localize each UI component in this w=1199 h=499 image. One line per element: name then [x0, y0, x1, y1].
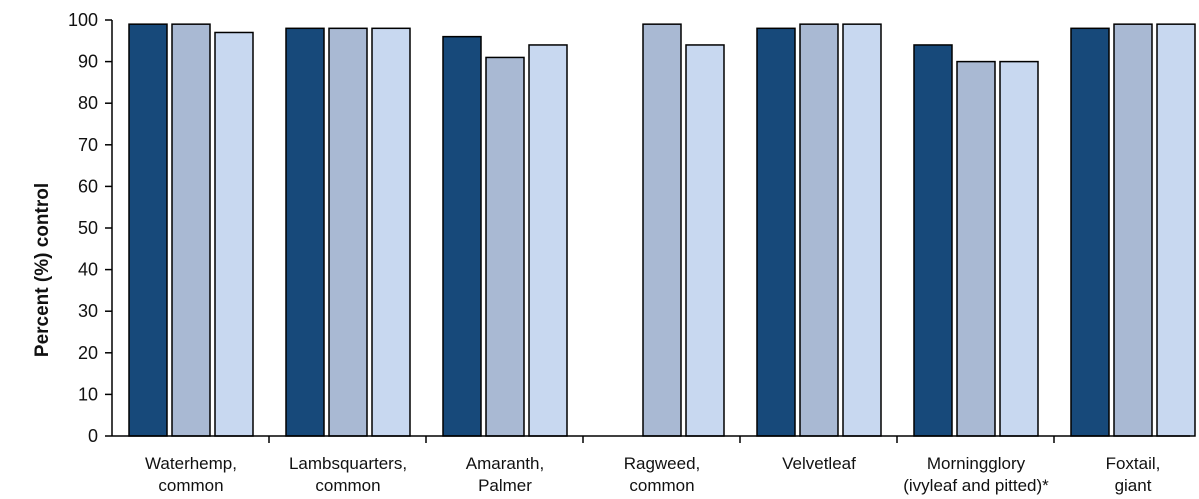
x-tick-label: Lambsquarters, common — [289, 454, 407, 495]
x-tick-label: Ragweed, common — [624, 454, 701, 495]
bar — [442, 35, 482, 437]
y-tick-label: 100 — [68, 10, 98, 30]
y-tick-label: 0 — [88, 426, 98, 446]
y-tick-label: 60 — [78, 176, 98, 196]
bar — [214, 31, 254, 437]
bar — [1113, 23, 1153, 437]
bar — [1156, 23, 1196, 437]
y-tick-label: 70 — [78, 135, 98, 155]
bar — [285, 27, 325, 437]
bar — [485, 56, 525, 437]
bar — [1070, 27, 1110, 437]
bars — [128, 23, 1196, 437]
y-axis-title: Percent (%) control — [32, 183, 53, 357]
y-tick-label: 10 — [78, 384, 98, 404]
y-tick-label: 90 — [78, 52, 98, 72]
x-axis: Waterhemp, common Lambsquarters, common Amar… — [112, 435, 1190, 495]
y-tick-label: 80 — [78, 93, 98, 113]
y-tick-label: 50 — [78, 218, 98, 238]
bar — [842, 23, 882, 437]
bar — [685, 44, 725, 437]
x-tick-label: Waterhemp, common — [145, 454, 237, 495]
bar — [999, 60, 1039, 437]
x-tick-label: Amaranth, Palmer — [466, 454, 544, 495]
bar — [128, 23, 168, 437]
y-tick-label: 30 — [78, 301, 98, 321]
bar — [171, 23, 211, 437]
bar — [756, 27, 796, 437]
bar — [956, 60, 996, 437]
bar — [528, 44, 568, 437]
x-tick-label: Morningglory (ivyleaf and pitted)* — [903, 454, 1049, 495]
y-axis: 0 10 20 30 40 50 60 70 80 90 100 — [68, 10, 113, 446]
y-tick-label: 40 — [78, 260, 98, 280]
bar — [799, 23, 839, 437]
x-tick-label: Velvetleaf — [782, 454, 856, 473]
bar — [913, 44, 953, 437]
bar — [371, 27, 411, 437]
x-tick-label: Foxtail, giant — [1106, 454, 1161, 495]
bar — [328, 27, 368, 437]
bar — [642, 23, 682, 437]
y-tick-label: 20 — [78, 343, 98, 363]
